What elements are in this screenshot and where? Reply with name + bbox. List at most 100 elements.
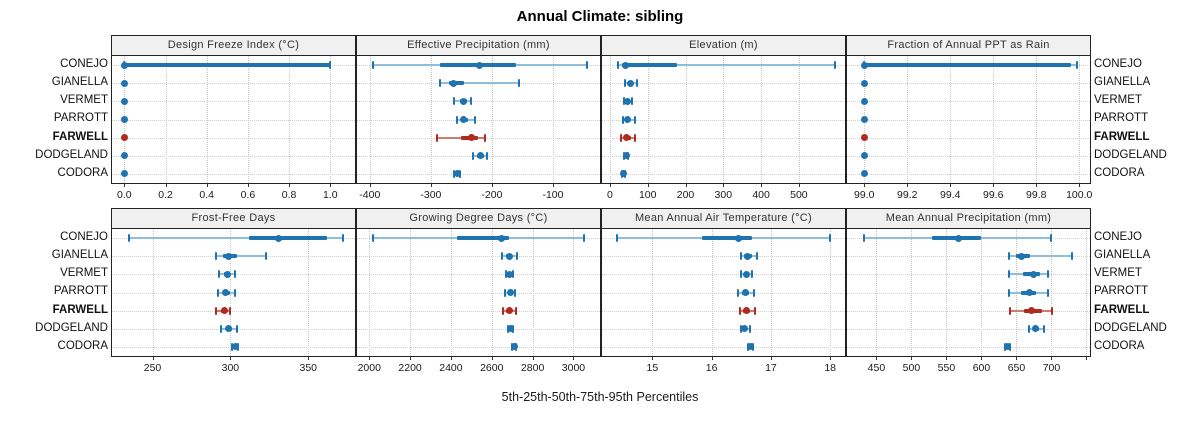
panel-strip-title: Elevation (m) bbox=[689, 39, 758, 51]
axis-tick bbox=[308, 356, 310, 360]
site-label-left-vermet: VERMET bbox=[60, 267, 108, 280]
grid-hline bbox=[602, 238, 845, 240]
axis-tick bbox=[950, 183, 952, 187]
axis-tick-label: 3000 bbox=[561, 362, 586, 374]
axis-tick-label: 100.0 bbox=[1066, 189, 1093, 201]
axis-tick bbox=[1036, 183, 1038, 187]
panel-plot bbox=[602, 56, 845, 183]
grid-hline bbox=[357, 310, 600, 312]
grid-hline bbox=[602, 292, 845, 294]
grid-hline bbox=[357, 137, 600, 139]
axis-tick bbox=[1051, 356, 1053, 360]
axis-tick-label: 2200 bbox=[398, 362, 422, 374]
grid-hline bbox=[112, 346, 355, 348]
grid-hline bbox=[112, 328, 355, 330]
panel-strip-title: Effective Precipitation (mm) bbox=[407, 39, 550, 51]
grid-hline bbox=[602, 155, 845, 157]
grid-hline bbox=[112, 155, 355, 157]
grid-hline bbox=[357, 328, 600, 330]
grid-hline bbox=[112, 83, 355, 85]
site-label-left-codora: CODORA bbox=[57, 339, 108, 352]
axis-tick-label: 450 bbox=[867, 362, 886, 374]
axis-tick-label: 16 bbox=[705, 362, 718, 374]
grid-hline bbox=[847, 328, 1090, 330]
grid-hline bbox=[847, 137, 1090, 139]
percentiles-caption: 5th-25th-50th-75th-95th Percentiles bbox=[501, 390, 699, 404]
axis-tick-label: 650 bbox=[1007, 362, 1026, 374]
grid-hline bbox=[847, 173, 1090, 175]
axis-tick-label: 350 bbox=[299, 362, 318, 374]
axis-tick bbox=[230, 356, 232, 360]
panel-plot bbox=[602, 229, 845, 356]
axis-tick-label: 250 bbox=[143, 362, 162, 374]
axis-tick bbox=[430, 183, 432, 187]
axis-tick-label: 0.0 bbox=[117, 189, 132, 201]
axis-tick bbox=[711, 356, 713, 360]
panel-strip: Design Freeze Index (°C) bbox=[112, 36, 355, 56]
axis-tick bbox=[1086, 356, 1088, 360]
site-label-right-conejo: CONEJO bbox=[1094, 231, 1142, 243]
page-title: Annual Climate: sibling bbox=[516, 8, 684, 25]
axis-tick-label: 0.6 bbox=[240, 189, 256, 201]
site-label-right-parrott: PARROTT bbox=[1094, 285, 1149, 298]
grid-hline bbox=[847, 256, 1090, 258]
axis-tick bbox=[647, 183, 649, 187]
grid-hline bbox=[847, 238, 1090, 240]
axis-tick bbox=[798, 183, 800, 187]
axis-tick bbox=[410, 356, 412, 360]
axis-tick-label: 0 bbox=[607, 189, 613, 201]
axis-tick bbox=[330, 183, 332, 187]
grid-hline bbox=[847, 83, 1090, 85]
panel-strip-title: Growing Degree Days (°C) bbox=[409, 212, 548, 224]
grid-hline bbox=[112, 256, 355, 258]
axis-tick-label: 2600 bbox=[480, 362, 504, 374]
panel-strip: Growing Degree Days (°C) bbox=[357, 209, 600, 229]
site-label-left-gianella: GIANELLA bbox=[51, 249, 108, 262]
panel-plot bbox=[112, 56, 355, 183]
grid-hline bbox=[847, 274, 1090, 276]
axis-tick-label: -400 bbox=[359, 189, 381, 201]
grid-hline bbox=[602, 137, 845, 139]
panel-growing-degree-days-c: Growing Degree Days (°C) bbox=[356, 208, 601, 357]
axis-tick-label: 99.0 bbox=[853, 189, 875, 201]
grid-hline bbox=[357, 65, 600, 67]
panel-strip-title: Fraction of Annual PPT as Rain bbox=[887, 39, 1050, 51]
site-label-left-codora: CODORA bbox=[57, 166, 108, 179]
grid-hline bbox=[112, 274, 355, 276]
site-label-right-farwell: FARWELL bbox=[1094, 303, 1150, 316]
axis-tick bbox=[609, 183, 611, 187]
grid-hline bbox=[847, 292, 1090, 294]
grid-hline bbox=[847, 65, 1090, 67]
grid-hline bbox=[602, 256, 845, 258]
site-label-left-conejo: CONEJO bbox=[60, 231, 108, 243]
site-label-right-gianella: GIANELLA bbox=[1094, 76, 1151, 89]
axis-tick bbox=[491, 183, 493, 187]
axis-tick bbox=[864, 183, 866, 187]
axis-tick bbox=[652, 356, 654, 360]
axis-tick bbox=[761, 183, 763, 187]
panel-fraction-of-annual-ppt-as-rain: Fraction of Annual PPT as Rain bbox=[846, 35, 1091, 184]
panel-strip-title: Frost-Free Days bbox=[191, 212, 276, 224]
grid-hline bbox=[357, 274, 600, 276]
panel-strip-title: Mean Annual Precipitation (mm) bbox=[885, 212, 1052, 224]
axis-tick-label: 200 bbox=[676, 189, 695, 201]
panel-frost-free-days: Frost-Free Days bbox=[111, 208, 356, 357]
site-label-left-vermet: VERMET bbox=[60, 94, 108, 107]
axis-tick-label: 15 bbox=[646, 362, 659, 374]
grid-hline bbox=[357, 173, 600, 175]
site-label-left-dodgeland: DODGELAND bbox=[35, 148, 108, 161]
panel-strip: Elevation (m) bbox=[602, 36, 845, 56]
axis-tick bbox=[573, 356, 575, 360]
site-label-left-conejo: CONEJO bbox=[60, 58, 108, 70]
site-label-left-parrott: PARROTT bbox=[53, 285, 108, 298]
grid-hline bbox=[112, 238, 355, 240]
panel-strip-title: Design Freeze Index (°C) bbox=[167, 39, 300, 51]
site-label-right-vermet: VERMET bbox=[1094, 94, 1142, 107]
axis-tick-label: 17 bbox=[765, 362, 777, 374]
axis-tick-label: 2400 bbox=[439, 362, 463, 374]
axis-tick-label: -200 bbox=[481, 189, 503, 201]
site-label-right-dodgeland: DODGELAND bbox=[1094, 321, 1167, 334]
axis-tick bbox=[369, 183, 371, 187]
site-label-right-parrott: PARROTT bbox=[1094, 112, 1149, 125]
